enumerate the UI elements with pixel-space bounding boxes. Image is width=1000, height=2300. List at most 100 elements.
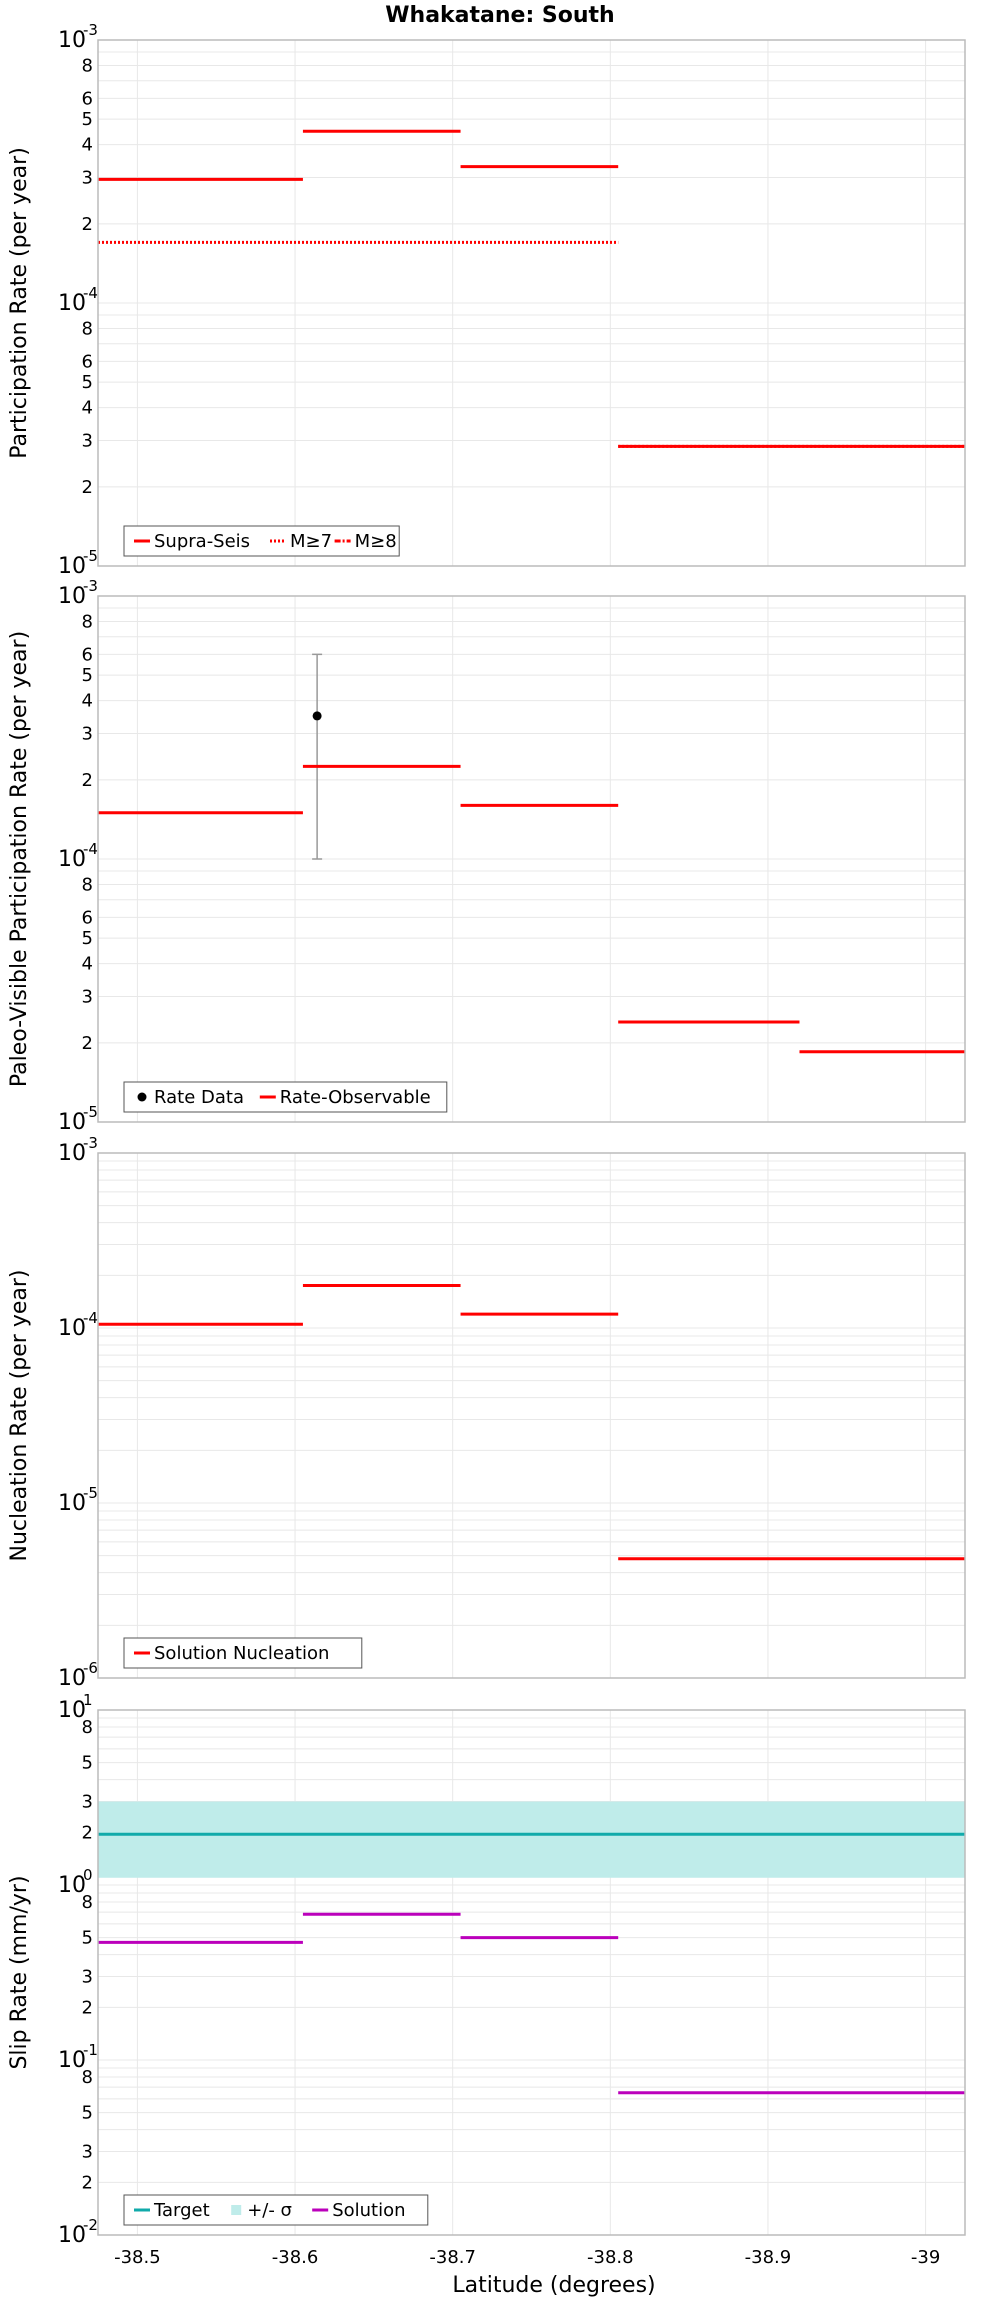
y-tick-exponent: 0	[83, 1866, 93, 1884]
y-tick-label: 10	[58, 291, 86, 316]
legend-item: Rate Data	[137, 1087, 244, 1108]
y-tick-label: 4	[82, 135, 93, 156]
y-tick-exponent: -5	[83, 1103, 98, 1121]
data-point	[312, 711, 322, 721]
y-tick-label: 3	[82, 2142, 93, 2163]
y-tick-label: 8	[82, 1892, 93, 1913]
legend-label: Supra-Seis	[154, 531, 250, 552]
y-axis-label: Participation Rate (per year)	[7, 147, 32, 459]
y-tick-label: 10	[58, 1491, 86, 1516]
legend-item: Supra-Seis	[134, 531, 250, 552]
y-tick-label: 8	[82, 318, 93, 339]
y-tick-exponent: -4	[83, 840, 98, 858]
y-tick-label: 5	[82, 109, 93, 130]
series--	[98, 1801, 965, 1878]
y-tick-exponent: -6	[83, 1659, 98, 1677]
y-tick-label: 2	[82, 1033, 93, 1054]
y-tick-exponent: -1	[83, 2041, 98, 2059]
y-tick-label: 5	[82, 372, 93, 393]
x-tick-label: -38.8	[587, 2247, 634, 2268]
legend-label: Rate-Observable	[280, 1087, 431, 1108]
y-tick-label: 4	[82, 954, 93, 975]
y-tick-label: 8	[82, 2067, 93, 2088]
legend-label: Target	[153, 2200, 210, 2221]
legend: Supra-Seis M≥7 M≥8	[123, 525, 400, 557]
legend-label: Solution	[332, 2200, 405, 2221]
y-tick-exponent: -3	[83, 1134, 98, 1152]
y-tick-label: 8	[82, 55, 93, 76]
y-tick-label: 10	[58, 1110, 86, 1135]
y-tick-label: 5	[82, 1753, 93, 1774]
y-tick-label: 4	[82, 691, 93, 712]
x-tick-label: -38.5	[114, 2247, 161, 2268]
legend-item: +/- σ	[231, 2200, 292, 2221]
y-tick-label: 3	[82, 1967, 93, 1988]
y-tick-label: 10	[58, 584, 86, 609]
legend-box	[123, 1081, 448, 1113]
y-tick-label: 5	[82, 2103, 93, 2124]
plot-frame	[97, 1709, 966, 2236]
y-tick-label: 10	[58, 2223, 86, 2248]
y-axis-label: Nucleation Rate (per year)	[7, 1270, 32, 1562]
y-tick-label: 2	[82, 214, 93, 235]
y-tick-label: 10	[58, 28, 86, 53]
legend-swatch	[137, 1092, 147, 1102]
y-tick-label: 5	[82, 665, 93, 686]
y-tick-label: 6	[82, 351, 93, 372]
chart-title: Whakatane: South	[385, 3, 614, 28]
legend-box	[123, 1637, 363, 1669]
plot-frame	[97, 1152, 966, 1679]
x-tick-label: -38.9	[745, 2247, 792, 2268]
legend-item: Solution	[312, 2200, 406, 2221]
y-tick-label: 5	[82, 1928, 93, 1949]
y-tick-exponent: 1	[83, 1691, 93, 1709]
y-tick-label: 10	[58, 2048, 86, 2073]
y-tick-exponent: -5	[83, 1484, 98, 1502]
legend-label: Solution Nucleation	[154, 1643, 329, 1664]
legend-label: Rate Data	[154, 1087, 244, 1108]
y-tick-label: 10	[58, 1316, 86, 1341]
legend-label: +/- σ	[247, 2200, 292, 2221]
y-tick-label: 10	[58, 847, 86, 872]
legend-box	[123, 2194, 429, 2226]
legend-item: Target	[134, 2200, 210, 2221]
x-axis-label: Latitude (degrees)	[452, 2273, 655, 2298]
y-tick-label: 4	[82, 398, 93, 419]
legend: Target +/- σ Solution	[123, 2194, 429, 2226]
y-axis-label: Slip Rate (mm/yr)	[7, 1875, 32, 2069]
y-tick-exponent: -4	[83, 284, 98, 302]
y-tick-label: 10	[58, 1698, 86, 1723]
plot-frame	[97, 39, 966, 567]
legend-label: M≥7	[290, 531, 332, 552]
y-tick-label: 2	[82, 477, 93, 498]
legend: Rate Data Rate-Observable	[123, 1081, 448, 1113]
x-tick-label: -38.7	[429, 2247, 476, 2268]
y-tick-exponent: -4	[83, 1309, 98, 1327]
y-tick-label: 10	[58, 1873, 86, 1898]
y-tick-label: 2	[82, 770, 93, 791]
y-tick-exponent: -3	[83, 21, 98, 39]
y-tick-label: 3	[82, 987, 93, 1008]
y-tick-label: 10	[58, 554, 86, 579]
legend: Solution Nucleation	[123, 1637, 363, 1669]
y-tick-exponent: -3	[83, 577, 98, 595]
y-tick-label: 10	[58, 1666, 86, 1691]
sigma-band	[98, 1801, 965, 1878]
y-tick-label: 2	[82, 2172, 93, 2193]
x-tick-label: -39	[911, 2247, 940, 2268]
legend-label: M≥8	[355, 531, 397, 552]
y-tick-label: 3	[82, 724, 93, 745]
y-tick-label: 6	[82, 88, 93, 109]
y-tick-label: 10	[58, 1141, 86, 1166]
legend-item: Rate-Observable	[259, 1087, 431, 1108]
y-tick-label: 8	[82, 611, 93, 632]
y-tick-label: 6	[82, 907, 93, 928]
y-axis-label: Paleo-Visible Participation Rate (per ye…	[7, 631, 32, 1087]
y-tick-exponent: -2	[83, 2216, 98, 2234]
